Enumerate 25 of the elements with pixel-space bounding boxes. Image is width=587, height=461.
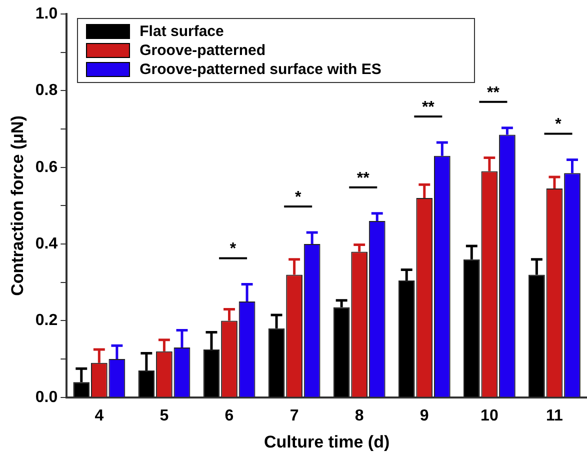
annotation: * [294, 188, 302, 206]
y-tick-label: 0.6 [35, 158, 58, 176]
x-tick-label: 5 [160, 407, 169, 424]
x-axis-title: Culture time (d) [264, 432, 390, 452]
annotation: ** [356, 170, 370, 187]
y-tick-label: 0.2 [35, 312, 58, 330]
annotation: ** [422, 98, 436, 116]
annotation: * [555, 116, 562, 134]
x-tick-label: 8 [354, 407, 364, 424]
legend-label: Groove-patterned surface with ES [140, 61, 382, 78]
x-tick-label: 10 [480, 407, 498, 424]
x-tick-label: 6 [224, 407, 234, 424]
annotation: * [230, 240, 237, 258]
legend-label: Groove-patterned [140, 42, 266, 59]
annotation: ** [486, 84, 500, 102]
y-axis-title: Contraction force (μN) [8, 115, 27, 296]
legend-label: Flat surface [140, 23, 224, 40]
y-tick-label: 1.0 [35, 5, 58, 22]
x-tick-label: 7 [290, 407, 299, 424]
y-tick-label: 0.4 [35, 235, 58, 252]
y-tick-label: 0.0 [35, 388, 58, 406]
x-tick-label: 9 [420, 407, 429, 424]
y-tick-label: 0.8 [35, 82, 58, 100]
x-tick-label: 4 [94, 407, 104, 424]
x-tick-label: 11 [546, 407, 564, 424]
